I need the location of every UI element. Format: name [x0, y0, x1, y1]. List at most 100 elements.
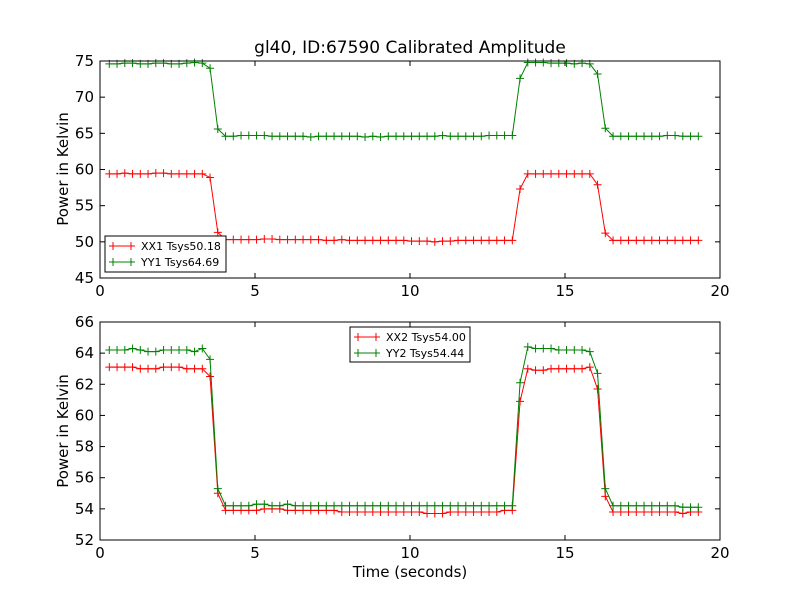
- chart-1-series-1-point: [415, 237, 424, 246]
- chart-2-series-2-point: [562, 346, 571, 355]
- chart-1-legend-label: XX1 Tsys50.18: [141, 240, 221, 253]
- chart-2-series-2-point: [237, 501, 246, 510]
- chart-2-series-1-point: [190, 364, 199, 373]
- chart-1-series-2-point: [492, 131, 501, 140]
- chart-1-ytick-label: 65: [75, 124, 94, 142]
- chart-2-series-2-point: [423, 501, 432, 510]
- chart-1-series-1-point: [624, 236, 633, 245]
- chart-2-xtick-label: 5: [250, 544, 260, 562]
- chart-2-series-2-point: [399, 501, 408, 510]
- chart-2-legend-label: XX2 Tsys54.00: [386, 331, 466, 344]
- chart-2-series-2-point: [616, 501, 625, 510]
- chart-1-series-1-point: [252, 235, 261, 244]
- chart-1-series-1-point: [275, 235, 284, 244]
- chart-2-series-1-point: [144, 364, 153, 373]
- chart-1-series-2-point: [322, 132, 331, 141]
- chart-1-xtick-label: 5: [250, 282, 260, 300]
- chart-2-series-2-point: [144, 347, 153, 356]
- chart-1-series-1-point: [167, 169, 176, 178]
- chart-1-ytick-label: 55: [75, 197, 94, 215]
- chart-1-series-2-point: [392, 132, 401, 141]
- chart-1-series-1-point: [616, 236, 625, 245]
- chart-1-series-1-point: [593, 180, 602, 189]
- chart-2-series-2-point: [547, 344, 556, 353]
- chart-1-series-2-point: [368, 132, 377, 141]
- chart-1-xtick-label: 20: [710, 282, 729, 300]
- chart-2-series-2-point: [113, 346, 122, 355]
- chart-1-series-2-point: [407, 132, 416, 141]
- chart-2-series-1-point: [128, 363, 137, 372]
- chart-1-series-1-point: [198, 169, 207, 178]
- chart-2-legend-swatch-marker: [354, 333, 362, 341]
- chart-2-series-2-point: [151, 347, 160, 356]
- chart-2-series-2-point: [322, 501, 331, 510]
- chart-1-series-1-point: [430, 237, 439, 246]
- chart-1-series-1-point: [182, 169, 191, 178]
- chart-2-series-2-point: [663, 501, 672, 510]
- chart-1-series-2-point: [686, 132, 695, 141]
- chart-1-legend-swatch-marker: [109, 258, 117, 266]
- chart-1: gl40, ID:67590 Calibrated Amplitude Powe…: [54, 38, 730, 300]
- chart-2-series-2-point: [647, 501, 656, 510]
- chart-2-series-2-point: [461, 501, 470, 510]
- chart-2-xtick-label: 0: [95, 544, 105, 562]
- chart-1-series-2-point: [593, 70, 602, 79]
- chart-1-series-1-point: [345, 236, 354, 245]
- chart-2-series-1-point: [438, 509, 447, 518]
- chart-1-series-2-point: [299, 132, 308, 141]
- chart-1-series-1-point: [492, 236, 501, 245]
- chart-1-series-2-point: [291, 132, 300, 141]
- chart-2-xtick-label: 15: [555, 544, 574, 562]
- chart-2-series-2-point: [671, 501, 680, 510]
- chart-2-series-2-point: [407, 501, 416, 510]
- chart-2-legend-item-2: YY2 Tsys54.44: [354, 347, 464, 360]
- chart-2-series-1-point: [159, 363, 168, 372]
- chart-1-title: gl40, ID:67590 Calibrated Amplitude: [254, 38, 566, 58]
- chart-1-series-1-point: [663, 236, 672, 245]
- chart-2-series-2-point: [120, 346, 129, 355]
- chart-2-series-2-point: [337, 501, 346, 510]
- chart-1-series-2-point: [337, 132, 346, 141]
- chart-1-series-2-point: [655, 132, 664, 141]
- chart-2-series-1-point: [423, 509, 432, 518]
- chart-1-series-2-point: [221, 132, 230, 141]
- chart-1-series-2: [105, 58, 703, 141]
- chart-1-series-2-point: [415, 132, 424, 141]
- chart-1-series-2-point: [531, 58, 540, 67]
- chart-2-series-2-point: [283, 500, 292, 509]
- chart-1-series-2-point: [275, 132, 284, 141]
- chart-2-series-1-point: [578, 364, 587, 373]
- chart-2-series-2-point: [554, 346, 563, 355]
- chart-1-series-2-point: [361, 132, 370, 141]
- chart-2-series-2-point: [260, 500, 269, 509]
- chart-1-series-2-point: [663, 131, 672, 140]
- chart-1-series-1-point: [376, 236, 385, 245]
- chart-1-series-1-point: [678, 236, 687, 245]
- chart-2-series-1-point: [136, 364, 145, 373]
- chart-2-legend-swatch-marker: [372, 333, 380, 341]
- chart-1-series-1-point: [477, 236, 486, 245]
- chart-2-series-2-point: [500, 501, 509, 510]
- chart-1-series-1-point: [368, 236, 377, 245]
- chart-1-series-1-point: [601, 229, 610, 238]
- chart-1-series-1-point: [469, 236, 478, 245]
- chart-1-series-1-point: [229, 235, 238, 244]
- chart-1-series-1-point: [485, 236, 494, 245]
- chart-2-series-1-point: [547, 364, 556, 373]
- chart-1-series-2-point: [516, 74, 525, 83]
- chart-2-series-1-point: [175, 363, 184, 372]
- chart-2-plot-area: 0 5 10 15 20 52 54 56 58 60 62 64 66 XX2 Tsys54.00 YY2…: [75, 313, 730, 562]
- chart-1-series-2-point: [694, 132, 703, 141]
- chart-2-series-1-point: [523, 364, 532, 373]
- chart-2-series-2-point: [268, 501, 277, 510]
- chart-1-series-1-point: [554, 169, 563, 178]
- chart-1-legend-label: YY1 Tsys64.69: [140, 256, 219, 269]
- chart-1-series-1-point: [570, 169, 579, 178]
- chart-1-series-2-point: [306, 132, 315, 141]
- chart-1-ylabel: Power in Kelvin: [54, 112, 72, 226]
- chart-2-series-1-point: [585, 363, 594, 372]
- chart-1-series-1-point: [175, 169, 184, 178]
- chart-1-series-1-point: [500, 236, 509, 245]
